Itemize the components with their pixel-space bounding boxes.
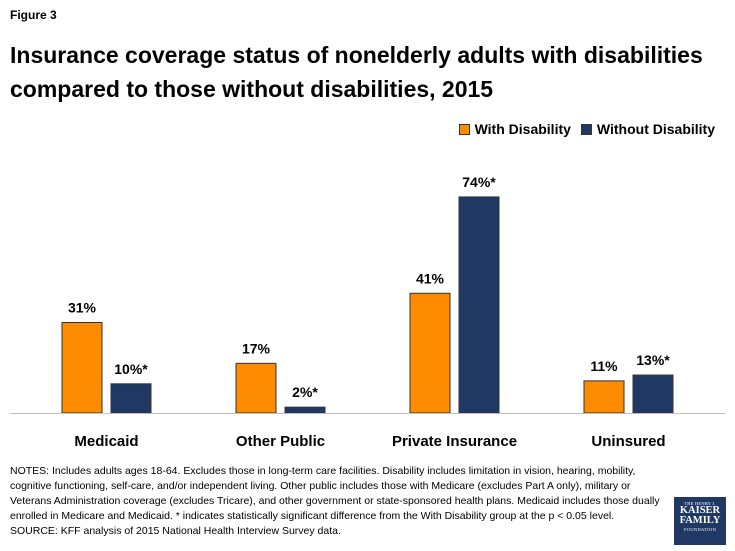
legend-item-without-disability: Without Disability — [580, 121, 715, 137]
data-label-with-0: 31% — [68, 299, 97, 315]
data-label-without-1: 2%* — [292, 384, 318, 400]
legend-swatch-with-disability — [458, 123, 470, 135]
bar-with-disability-1 — [235, 362, 277, 414]
data-label-with-2: 41% — [416, 270, 445, 286]
legend-label-with-disability: With Disability — [474, 121, 571, 137]
legend: With Disability Without Disability — [449, 121, 715, 137]
bar-without-disability-3 — [632, 374, 674, 414]
data-label-with-3: 11% — [590, 358, 618, 374]
bar-with-disability-2 — [409, 292, 451, 414]
category-label-0: Medicaid — [74, 433, 138, 450]
kff-logo: THE HENRY J. KAISER FAMILY FOUNDATION — [674, 497, 726, 545]
bar-with-disability-3 — [583, 380, 625, 414]
category-label-2: Private Insurance — [392, 433, 517, 450]
figure-label: Figure 3 — [10, 8, 57, 22]
bar-without-disability-0 — [110, 383, 152, 414]
notes: NOTES: Includes adults ages 18-64. Exclu… — [10, 465, 660, 537]
bar-chart: 31% 10%* Medicaid 17% 2%* Other Public 41% 74%*… — [10, 174, 725, 450]
bar-with-disability-0 — [61, 321, 103, 414]
legend-item-with-disability: With Disability — [458, 121, 571, 137]
data-label-without-3: 13%* — [636, 352, 670, 368]
chart-title: Insurance coverage status of nonelderly … — [10, 42, 703, 102]
category-label-3: Uninsured — [591, 433, 665, 450]
data-label-with-1: 17% — [242, 340, 271, 356]
bar-without-disability-2 — [458, 196, 500, 414]
data-label-without-2: 74%* — [462, 174, 496, 190]
legend-swatch-without-disability — [580, 123, 592, 135]
bar-without-disability-1 — [284, 406, 326, 414]
legend-label-without-disability: Without Disability — [596, 121, 715, 137]
data-label-without-0: 10%* — [114, 361, 148, 377]
category-label-1: Other Public — [236, 433, 325, 450]
